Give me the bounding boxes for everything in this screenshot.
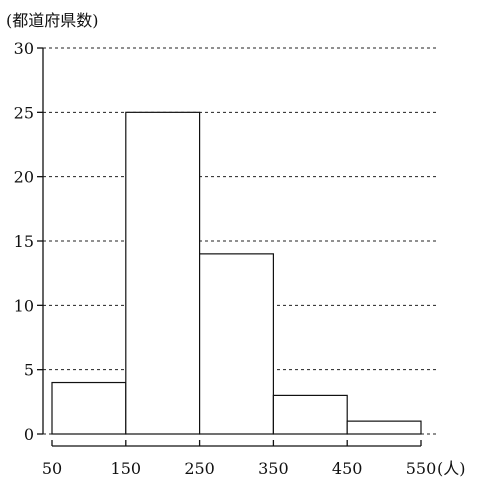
y-tick-label-15: 15	[14, 232, 34, 251]
y-tick-label-10: 10	[14, 296, 34, 315]
y-tick-label-20: 20	[14, 168, 34, 187]
bar-150-250	[125, 111, 201, 435]
histogram-bars	[51, 111, 422, 435]
x-tick-label-350: 350	[258, 459, 289, 478]
x-axis-title: (人)	[437, 459, 466, 478]
y-tick-label-25: 25	[14, 103, 34, 122]
x-tick-label-550: 550	[406, 459, 437, 478]
bar-450-550	[346, 420, 422, 435]
bar-350-450	[272, 394, 348, 435]
tick-marks-and-labels: 0 5 10 15 20 25 30 50 150 250 350 450 550	[14, 39, 437, 478]
y-tick-label-5: 5	[24, 361, 34, 380]
x-tick-label-450: 450	[332, 459, 363, 478]
y-tick-label-30: 30	[14, 39, 34, 58]
bar-250-350	[199, 253, 275, 435]
y-axis-title: (都道府県数)	[6, 11, 99, 30]
y-tick-label-0: 0	[24, 425, 34, 444]
x-tick-label-50: 50	[42, 459, 62, 478]
x-tick-label-150: 150	[111, 459, 142, 478]
bar-50-150	[51, 381, 127, 435]
x-tick-label-250: 250	[184, 459, 215, 478]
